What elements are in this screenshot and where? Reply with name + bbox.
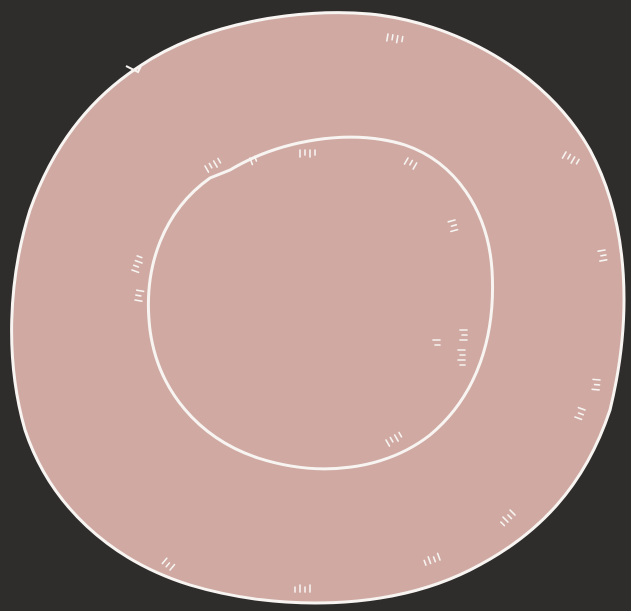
tick-mark [412,162,418,170]
tick-mark [577,412,585,416]
tick-mark [398,431,403,438]
tick-cluster [459,329,468,341]
tick-mark [502,516,509,523]
tick-cluster [385,431,403,447]
tick-cluster [403,157,418,170]
tick-cluster [447,219,459,233]
tick-cluster [597,249,608,262]
tick-mark [169,563,176,571]
tick-mark [385,439,391,447]
tick-mark [131,269,140,274]
tick-mark [385,33,389,42]
tick-mark [509,509,516,516]
disc-notch [125,63,143,74]
tick-cluster [131,255,143,274]
tick-mark [253,155,258,162]
tick-mark [597,249,606,253]
tick-mark [135,289,145,293]
tick-mark [389,436,394,443]
tick-mark [409,159,414,166]
tick-mark [217,157,222,164]
tick-mark [432,556,437,563]
tick-cluster [574,406,586,421]
tick-cluster [432,339,441,346]
tick-mark [161,557,168,565]
outer-pink-disc [10,11,626,605]
tick-mark [208,162,213,169]
tick-mark [391,34,394,41]
tick-mark [427,556,432,565]
tick-mark [450,224,458,227]
tick-mark [600,254,607,257]
tick-mark [500,521,506,527]
tick-cluster [457,349,466,366]
tick-mark [165,562,171,568]
tick-mark [592,378,601,381]
tick-mark [134,259,143,264]
tick-cluster [500,509,516,527]
tick-mark [507,514,513,520]
tick-mark [577,406,586,411]
tick-mark [450,228,459,233]
tick-mark [395,34,399,44]
tick-cluster [161,557,176,571]
tick-mark [599,259,608,262]
tick-cluster [423,552,441,566]
tick-mark [204,165,210,173]
tick-cluster [385,33,404,44]
tick-mark [436,552,441,561]
inner-circle-line [146,135,495,471]
tick-cluster [299,149,316,158]
tick-mark [132,264,140,268]
tick-mark [393,434,399,442]
tick-mark [212,160,218,168]
tick-mark [591,388,600,391]
tick-mark [136,255,143,259]
tick-mark [570,156,576,164]
tick-cluster [591,378,601,391]
tick-cluster [204,157,222,173]
tick-mark [423,559,427,566]
tick-mark [561,151,567,159]
tick-mark [401,35,404,43]
tick-mark [574,416,583,421]
tick-cluster [249,155,258,166]
tick-mark [135,294,142,297]
tick-mark [249,157,254,166]
tick-marks-group [131,33,608,593]
tick-cluster [134,289,145,303]
tick-mark [403,157,409,165]
tick-cluster [561,151,580,165]
tick-mark [575,158,580,165]
tick-mark [567,153,572,160]
tick-cluster [294,584,311,593]
tick-mark [134,299,143,303]
tick-mark [447,219,456,223]
